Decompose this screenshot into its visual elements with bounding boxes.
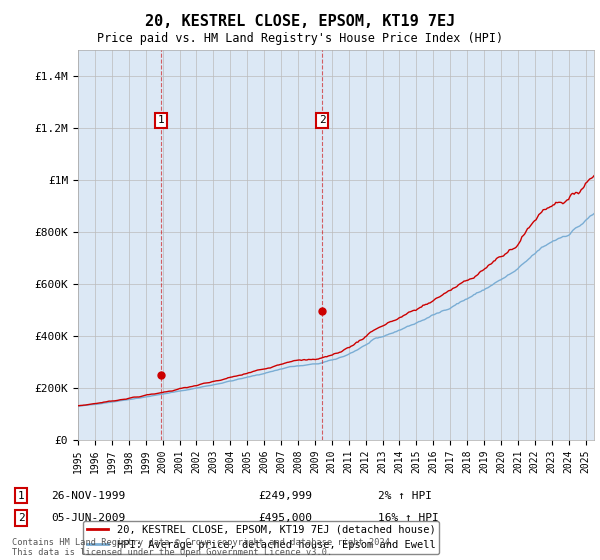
Legend: 20, KESTREL CLOSE, EPSOM, KT19 7EJ (detached house), HPI: Average price, detache: 20, KESTREL CLOSE, EPSOM, KT19 7EJ (deta…: [83, 521, 439, 554]
Text: Contains HM Land Registry data © Crown copyright and database right 2024.
This d: Contains HM Land Registry data © Crown c…: [12, 538, 395, 557]
Text: 05-JUN-2009: 05-JUN-2009: [51, 513, 125, 523]
Text: 20, KESTREL CLOSE, EPSOM, KT19 7EJ: 20, KESTREL CLOSE, EPSOM, KT19 7EJ: [145, 14, 455, 29]
Text: Price paid vs. HM Land Registry's House Price Index (HPI): Price paid vs. HM Land Registry's House …: [97, 32, 503, 45]
Text: £249,999: £249,999: [258, 491, 312, 501]
Text: 2: 2: [319, 115, 326, 125]
Text: £495,000: £495,000: [258, 513, 312, 523]
Text: 26-NOV-1999: 26-NOV-1999: [51, 491, 125, 501]
Text: 2% ↑ HPI: 2% ↑ HPI: [378, 491, 432, 501]
Text: 16% ↑ HPI: 16% ↑ HPI: [378, 513, 439, 523]
Text: 1: 1: [158, 115, 164, 125]
Text: 1: 1: [17, 491, 25, 501]
Text: 2: 2: [17, 513, 25, 523]
